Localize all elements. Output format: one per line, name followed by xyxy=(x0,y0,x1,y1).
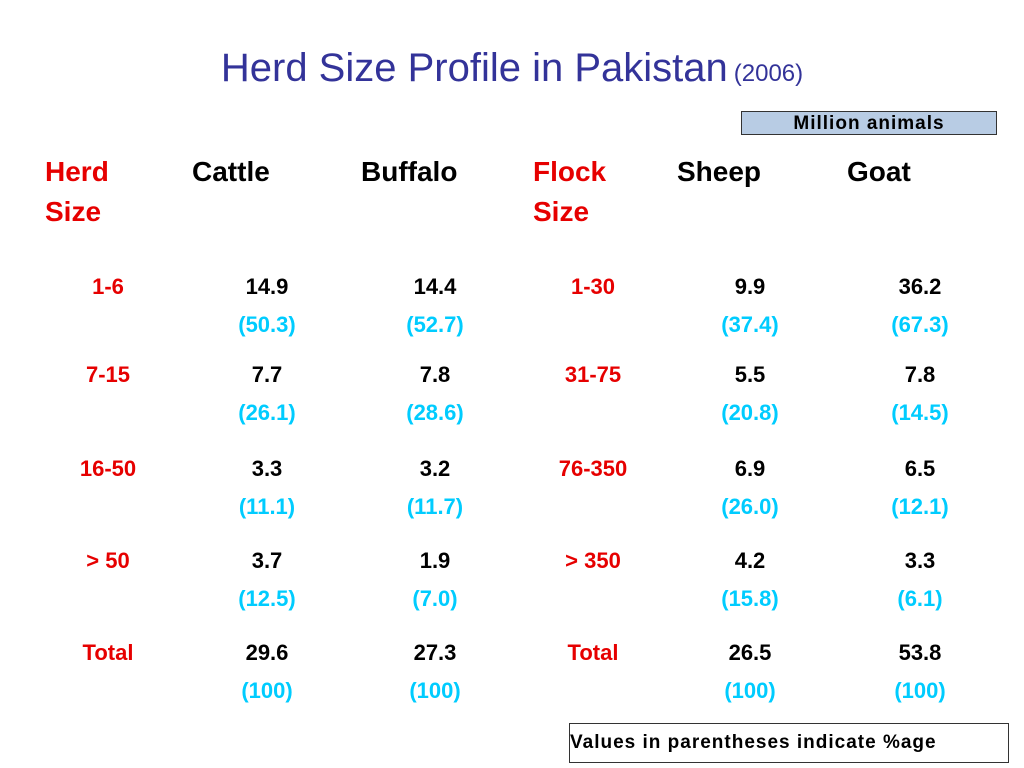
cell-sheep-pct: (26.0) xyxy=(721,494,779,519)
cell-cattle-pct: (100) xyxy=(241,678,293,703)
cell-sheep-pct: (20.8) xyxy=(721,400,779,425)
cell-buffalo-pct: (52.7) xyxy=(406,312,464,337)
footnote: Values in parentheses indicate %age xyxy=(569,723,1009,763)
cell-herd: > 50 xyxy=(86,548,130,573)
cell-cattle: 3.3 xyxy=(251,456,283,481)
cell-cattle: 7.7 xyxy=(251,362,283,387)
header-goat: Goat xyxy=(847,156,911,187)
header-cattle: Cattle xyxy=(192,156,270,187)
cell-herd: 7-15 xyxy=(85,362,131,387)
cell-goat: 36.2 xyxy=(898,274,942,299)
header-flock-size-line2: Size xyxy=(533,196,590,227)
cell-flock: 76-350 xyxy=(558,456,628,481)
cell-buffalo-pct: (7.0) xyxy=(412,586,458,611)
cell-sheep: 9.9 xyxy=(734,274,766,299)
cell-cattle-pct: (26.1) xyxy=(238,400,296,425)
cell-buffalo: 3.2 xyxy=(419,456,451,481)
header-flock-size: Flock Size xyxy=(533,152,606,232)
cell-flock: 31-75 xyxy=(564,362,622,387)
cell-sheep: 6.9 xyxy=(734,456,766,481)
cell-herd: 16-50 xyxy=(79,456,137,481)
cell-goat: 53.8 xyxy=(898,640,942,665)
cell-flock: 1-30 xyxy=(570,274,616,299)
header-flock-size-line1: Flock xyxy=(533,156,607,187)
cell-goat-pct: (14.5) xyxy=(891,400,949,425)
cell-sheep-pct: (37.4) xyxy=(721,312,779,337)
cell-buffalo: 27.3 xyxy=(413,640,457,665)
units-label: Million animals xyxy=(741,111,997,135)
cell-buffalo: 7.8 xyxy=(419,362,451,387)
cell-buffalo-pct: (100) xyxy=(409,678,461,703)
cell-goat-pct: (100) xyxy=(894,678,946,703)
cell-cattle-pct: (50.3) xyxy=(238,312,296,337)
cell-goat: 3.3 xyxy=(904,548,936,573)
cell-sheep-pct: (15.8) xyxy=(721,586,779,611)
cell-cattle: 29.6 xyxy=(245,640,289,665)
cell-buffalo: 14.4 xyxy=(413,274,457,299)
header-buffalo: Buffalo xyxy=(361,156,458,187)
cell-sheep-pct: (100) xyxy=(724,678,776,703)
cell-sheep: 5.5 xyxy=(734,362,766,387)
cell-cattle: 14.9 xyxy=(245,274,289,299)
cell-sheep: 26.5 xyxy=(728,640,772,665)
cell-cattle-pct: (11.1) xyxy=(238,494,296,519)
cell-buffalo-pct: (28.6) xyxy=(406,400,464,425)
cell-sheep: 4.2 xyxy=(734,548,766,573)
cell-herd: Total xyxy=(82,640,134,665)
cell-flock: Total xyxy=(567,640,619,665)
title-year: (2006) xyxy=(733,60,804,87)
header-sheep: Sheep xyxy=(677,156,762,187)
header-herd-size-line1: Herd xyxy=(45,156,109,187)
cell-cattle: 3.7 xyxy=(251,548,283,573)
cell-buffalo-pct: (11.7) xyxy=(406,494,464,519)
cell-buffalo: 1.9 xyxy=(419,548,451,573)
cell-goat: 6.5 xyxy=(904,456,936,481)
header-herd-size-line2: Size xyxy=(45,196,102,227)
cell-goat-pct: (67.3) xyxy=(891,312,949,337)
cell-goat: 7.8 xyxy=(904,362,936,387)
slide-title: Herd Size Profile in Pakistan (2006) xyxy=(0,46,1024,91)
cell-goat-pct: (12.1) xyxy=(891,494,949,519)
header-herd-size: Herd Size xyxy=(45,152,109,232)
cell-flock: > 350 xyxy=(565,548,621,573)
cell-goat-pct: (6.1) xyxy=(897,586,943,611)
title-text: Herd Size Profile in Pakistan xyxy=(220,46,728,90)
cell-herd: 1-6 xyxy=(92,274,124,299)
cell-cattle-pct: (12.5) xyxy=(238,586,296,611)
